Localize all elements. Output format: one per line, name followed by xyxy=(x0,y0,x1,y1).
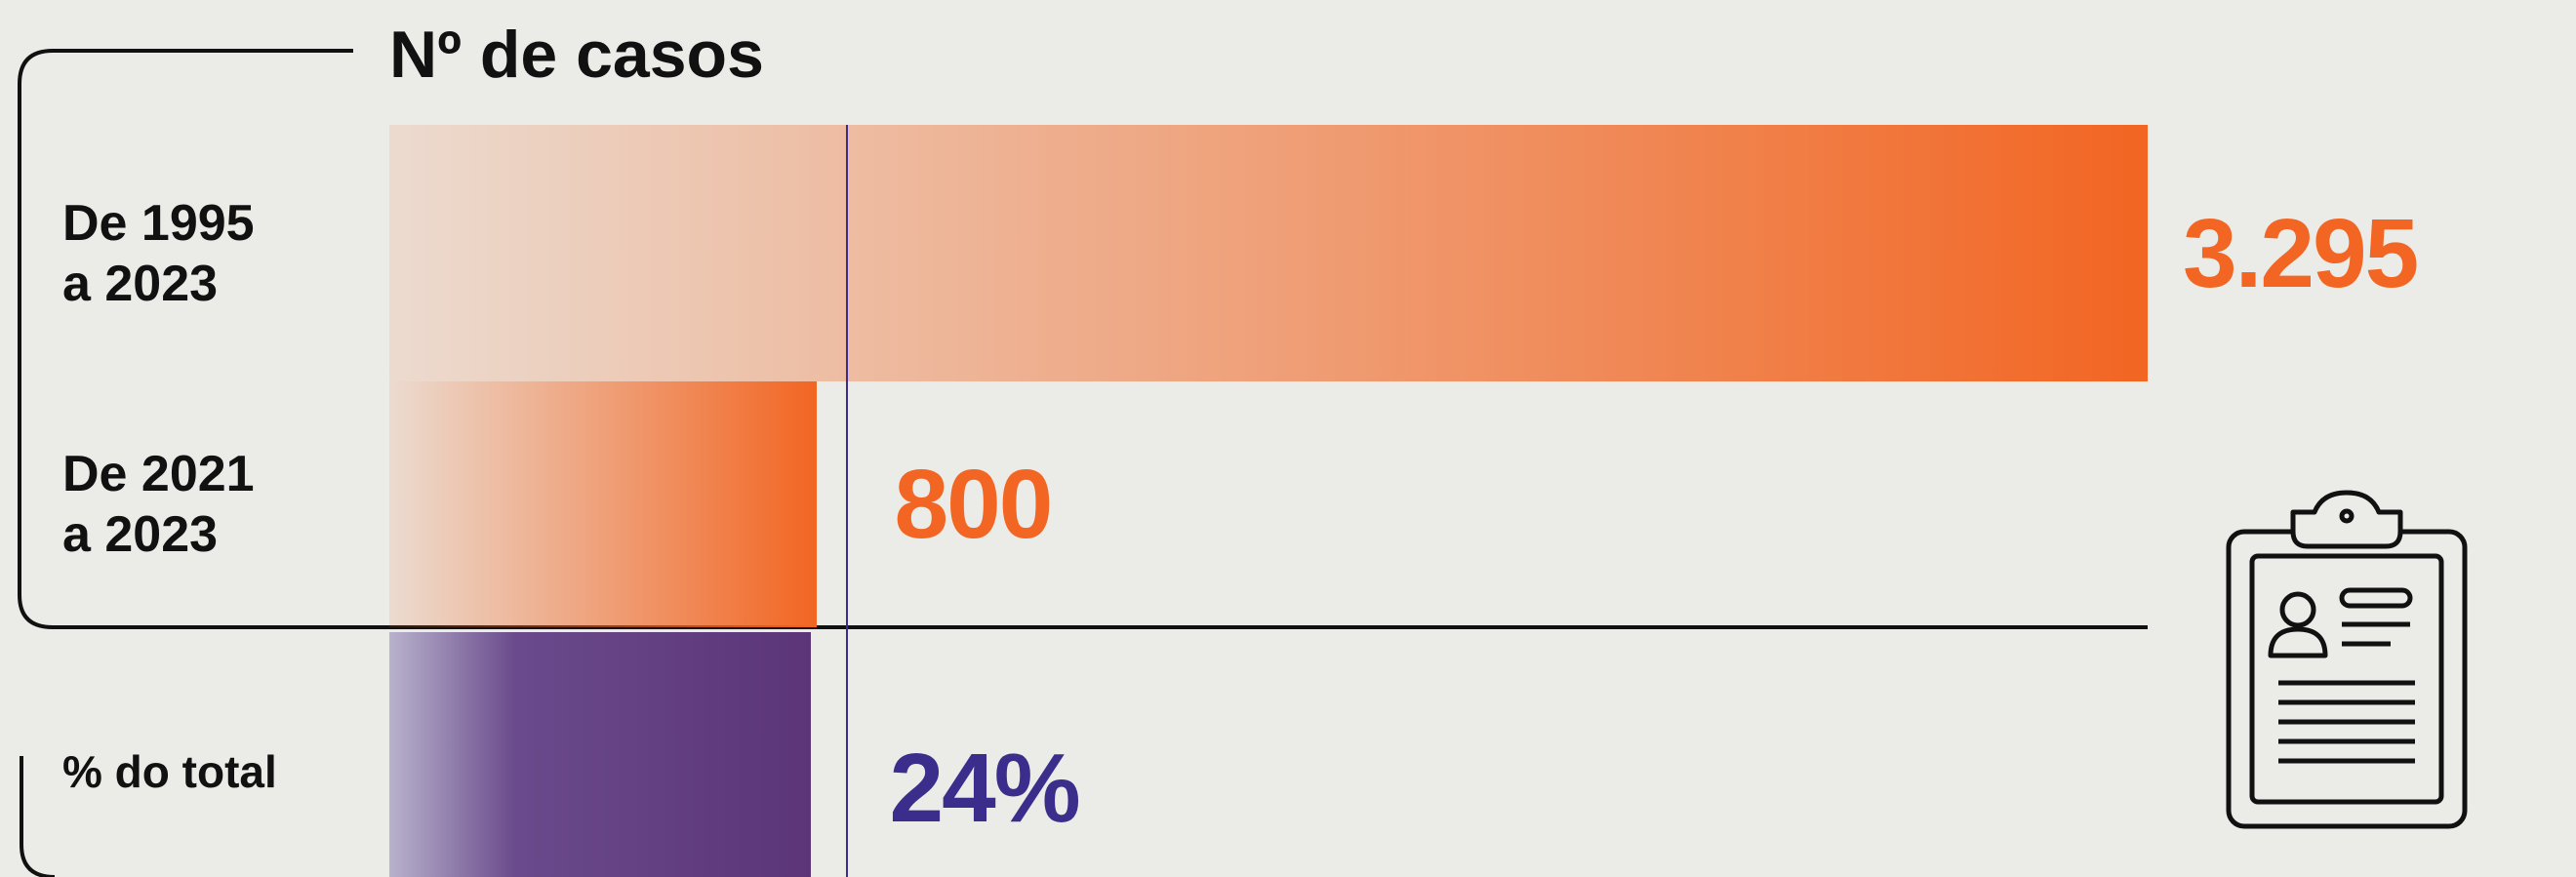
share-label: % do total xyxy=(62,746,277,797)
bracket xyxy=(18,49,2148,629)
share-value-label: 24% xyxy=(889,734,1080,843)
bracket-lower xyxy=(20,756,56,877)
clipboard-icon xyxy=(2226,490,2468,829)
bar xyxy=(389,381,817,627)
category-label: De 1995 a 2023 xyxy=(62,194,255,312)
share-bar xyxy=(389,632,812,877)
chart-title: Nº de casos xyxy=(376,21,778,88)
value-label: 800 xyxy=(894,450,1054,559)
category-label: De 2021 a 2023 xyxy=(62,446,255,563)
bar xyxy=(389,125,2148,381)
value-label: 3.295 xyxy=(2183,198,2419,308)
divider xyxy=(845,125,848,877)
